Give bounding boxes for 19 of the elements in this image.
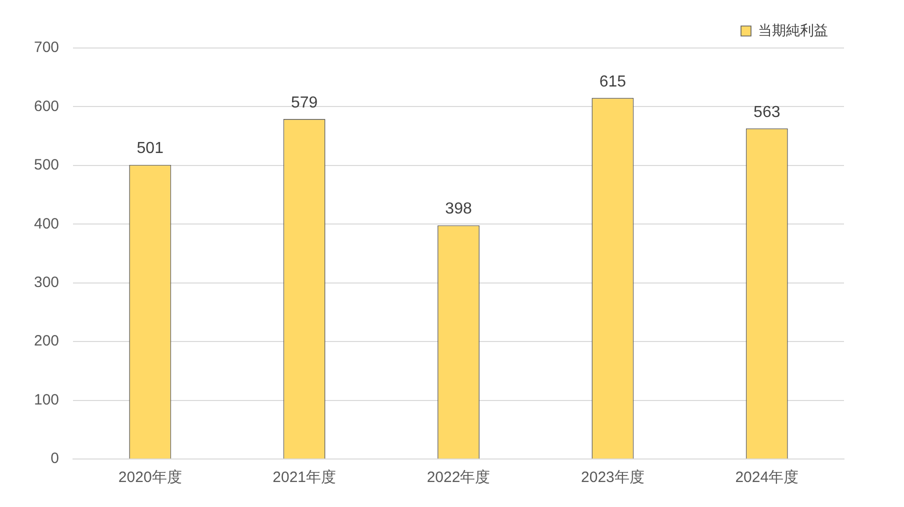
x-tick-label: 2023年度 — [581, 469, 644, 486]
data-label: 579 — [290, 94, 318, 112]
y-tick-label: 400 — [34, 215, 60, 232]
y-tick-label: 700 — [34, 39, 60, 56]
y-tick-label: 0 — [50, 450, 60, 468]
x-tick-label: 2024年度 — [735, 469, 799, 486]
data-label: 615 — [599, 73, 626, 90]
y-tick-label: 600 — [34, 98, 60, 115]
data-label: 398 — [445, 200, 472, 218]
data-label: 501 — [136, 140, 164, 158]
x-tick-label: 2020年度 — [118, 469, 182, 486]
x-tick-label: 2021年度 — [272, 469, 336, 486]
y-tick-label: 500 — [34, 156, 60, 174]
x-tick-label: 2022年度 — [426, 469, 490, 486]
y-tick-label: 200 — [34, 332, 60, 350]
y-tick-label: 300 — [34, 274, 60, 291]
data-label: 563 — [754, 104, 780, 121]
y-tick-label: 100 — [34, 391, 60, 408]
legend-label: 当期純利益 — [758, 22, 828, 38]
